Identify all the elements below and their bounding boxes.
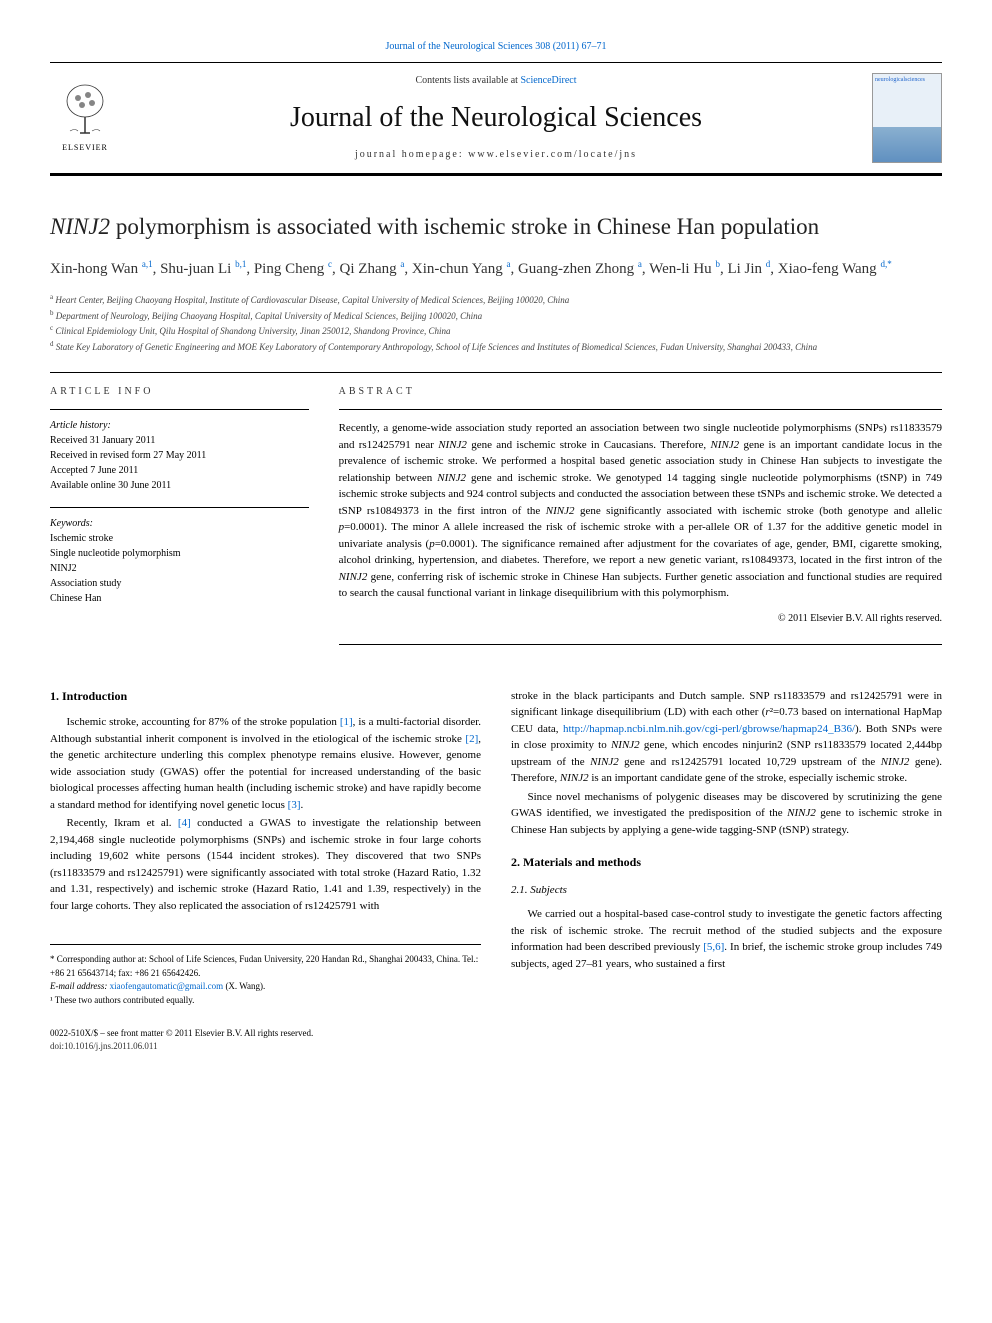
subjects-subheading: 2.1. Subjects [511, 883, 942, 898]
email-line: E-mail address: xiaofengautomatic@gmail.… [50, 980, 481, 994]
elsevier-logo: ELSEVIER [50, 78, 120, 158]
elsevier-label: ELSEVIER [62, 142, 108, 153]
article-history-block: Article history: Received 31 January 201… [50, 409, 309, 493]
abstract-column: abstract Recently, a genome-wide associa… [339, 373, 942, 663]
abstract-label: abstract [339, 385, 942, 399]
journal-name: Journal of the Neurological Sciences [120, 98, 872, 137]
journal-cover-thumbnail: neurologicalsciences [872, 73, 942, 163]
email-link[interactable]: xiaofengautomatic@gmail.com [110, 981, 224, 991]
intro-paragraph-2: Recently, Ikram et al. [4] conducted a G… [50, 815, 481, 914]
affiliations-list: a Heart Center, Beijing Chaoyang Hospita… [50, 292, 942, 354]
introduction-heading: 1. Introduction [50, 688, 481, 705]
equal-contribution-note: ¹ These two authors contributed equally. [50, 994, 481, 1008]
abstract-copyright: © 2011 Elsevier B.V. All rights reserved… [339, 612, 942, 626]
intro-paragraph-1: Ischemic stroke, accounting for 87% of t… [50, 714, 481, 813]
doi-line: doi:10.1016/j.jns.2011.06.011 [50, 1040, 481, 1053]
contents-available: Contents lists available at ScienceDirec… [120, 74, 872, 88]
homepage-url[interactable]: www.elsevier.com/locate/jns [468, 149, 637, 160]
article-title: NINJ2 polymorphism is associated with is… [50, 211, 942, 243]
body-right-column: stroke in the black participants and Dut… [511, 688, 942, 1053]
issn-line: 0022-510X/$ – see front matter © 2011 El… [50, 1027, 481, 1040]
corresponding-author-note: * Corresponding author at: School of Lif… [50, 953, 481, 980]
footnotes: * Corresponding author at: School of Lif… [50, 944, 481, 1007]
subjects-paragraph-1: We carried out a hospital-based case-con… [511, 906, 942, 972]
citation-link[interactable]: Journal of the Neurological Sciences 308… [50, 40, 942, 54]
footer-metadata: 0022-510X/$ – see front matter © 2011 El… [50, 1027, 481, 1052]
sciencedirect-link[interactable]: ScienceDirect [520, 75, 576, 86]
article-info-label: article info [50, 385, 309, 399]
col2-paragraph-2: Since novel mechanisms of polygenic dise… [511, 789, 942, 839]
body-left-column: 1. Introduction Ischemic stroke, account… [50, 688, 481, 1053]
methods-heading: 2. Materials and methods [511, 854, 942, 871]
elsevier-tree-icon [60, 83, 110, 138]
abstract-text: Recently, a genome-wide association stud… [339, 409, 942, 602]
journal-header: ELSEVIER Contents lists available at Sci… [50, 62, 942, 176]
keywords-block: Keywords: Ischemic strokeSingle nucleoti… [50, 507, 309, 606]
journal-homepage: journal homepage: www.elsevier.com/locat… [120, 148, 872, 162]
authors-list: Xin-hong Wan a,1, Shu-juan Li b,1, Ping … [50, 258, 942, 280]
col2-paragraph-1: stroke in the black participants and Dut… [511, 688, 942, 787]
article-info-column: article info Article history: Received 3… [50, 373, 309, 663]
